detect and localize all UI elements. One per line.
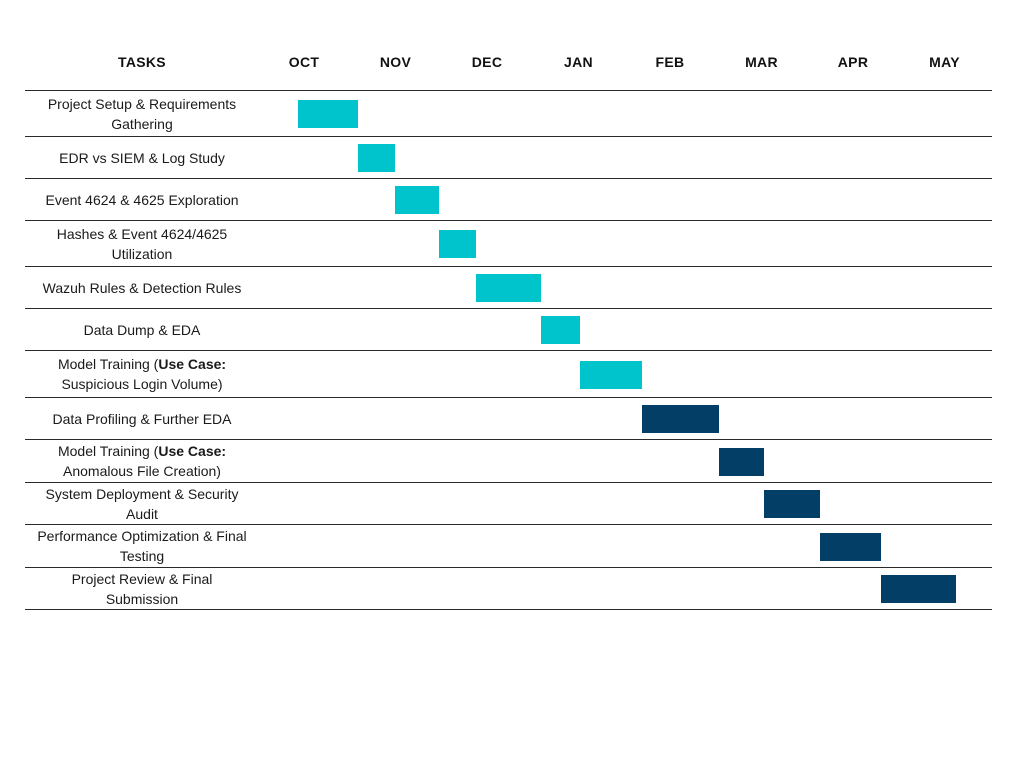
month-header-feb: FEB xyxy=(655,54,685,70)
month-header-mar: MAR xyxy=(745,54,778,70)
task-label: Data Profiling & Further EDA xyxy=(52,410,232,427)
task-bar xyxy=(540,316,581,344)
tasks-header: TASKS xyxy=(118,54,166,70)
task-bar xyxy=(642,405,720,433)
row-divider xyxy=(25,397,992,398)
task-bar xyxy=(394,186,439,214)
month-header-oct: OCT xyxy=(288,54,320,70)
task-bar xyxy=(298,100,358,128)
task-label: Event 4624 & 4625 Exploration xyxy=(45,191,239,208)
task-label: Project Review & Final Submission xyxy=(71,570,213,607)
month-header-nov: NOV xyxy=(379,54,412,70)
task-label: Performance Optimization & Final Testing xyxy=(37,528,247,564)
task-bar xyxy=(438,230,476,258)
row-divider xyxy=(25,178,992,179)
task-bar xyxy=(475,274,541,302)
task-label: Wazuh Rules & Detection Rules xyxy=(42,279,242,296)
row-divider xyxy=(25,350,992,351)
row-divider xyxy=(25,90,992,91)
task-label: System Deployment & Security Audit xyxy=(45,485,239,522)
task-label: Model Training (Use Case: Suspicious Log… xyxy=(57,356,227,392)
row-divider xyxy=(25,220,992,221)
month-header-may: MAY xyxy=(929,54,960,70)
row-divider xyxy=(25,524,992,525)
row-divider xyxy=(25,308,992,309)
task-label: Data Dump & EDA xyxy=(83,321,201,338)
task-label: Hashes & Event 4624/4625 Utilization xyxy=(56,225,228,262)
row-divider xyxy=(25,266,992,267)
row-divider xyxy=(25,609,992,610)
task-bar xyxy=(819,532,882,561)
task-label: EDR vs SIEM & Log Study xyxy=(59,149,225,166)
row-divider xyxy=(25,136,992,137)
task-bar xyxy=(764,490,820,518)
task-label: Project Setup & Requirements Gathering xyxy=(47,95,237,132)
task-label: Model Training (Use Case: Anomalous File… xyxy=(57,443,227,479)
task-bar xyxy=(580,360,643,389)
row-divider xyxy=(25,482,992,483)
task-bar xyxy=(881,575,956,603)
month-header-jan: JAN xyxy=(564,54,593,70)
month-header-apr: APR xyxy=(837,54,869,70)
month-header-dec: DEC xyxy=(471,54,503,70)
task-bar xyxy=(719,447,765,476)
row-divider xyxy=(25,567,992,568)
row-divider xyxy=(25,439,992,440)
task-bar xyxy=(357,144,395,172)
